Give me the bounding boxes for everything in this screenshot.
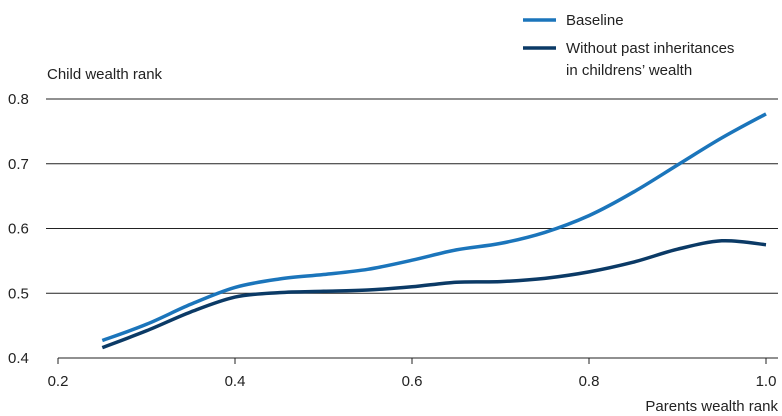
y-tick-label: 0.7 [8,156,29,173]
legend-item-baseline: Baseline [523,12,624,29]
x-tick-labels: 0.2 0.4 0.6 0.8 1.0 [48,358,777,390]
y-axis-title: Child wealth rank [47,66,163,83]
series-lines [101,112,767,350]
legend-item-without-inheritances: Without past inheritances in childrens’ … [523,40,739,79]
x-tick-label: 1.0 [756,373,777,390]
legend-label-without-inheritances: Without past inheritances in childrens’ … [566,40,739,79]
legend-label-line-2: in childrens’ wealth [566,62,692,79]
gridlines [46,98,778,359]
x-tick-label: 0.6 [402,373,423,390]
y-tick-label: 0.5 [8,285,29,302]
y-tick-labels: 0.4 0.5 0.6 0.7 0.8 [8,91,29,367]
legend-label-line-1: Without past inheritances [566,40,734,57]
y-tick-label: 0.6 [8,221,29,238]
series-line-without-inheritances [101,238,767,350]
y-tick-label: 0.8 [8,91,29,108]
x-tick-label: 0.2 [48,373,69,390]
x-tick-label: 0.4 [225,373,246,390]
series-line-baseline [101,112,767,343]
legend: Baseline Without past inheritances in ch… [523,12,739,79]
x-axis-title: Parents wealth rank [645,398,778,415]
legend-label-baseline: Baseline [566,12,624,29]
x-tick-label: 0.8 [579,373,600,390]
y-tick-label: 0.4 [8,350,29,367]
